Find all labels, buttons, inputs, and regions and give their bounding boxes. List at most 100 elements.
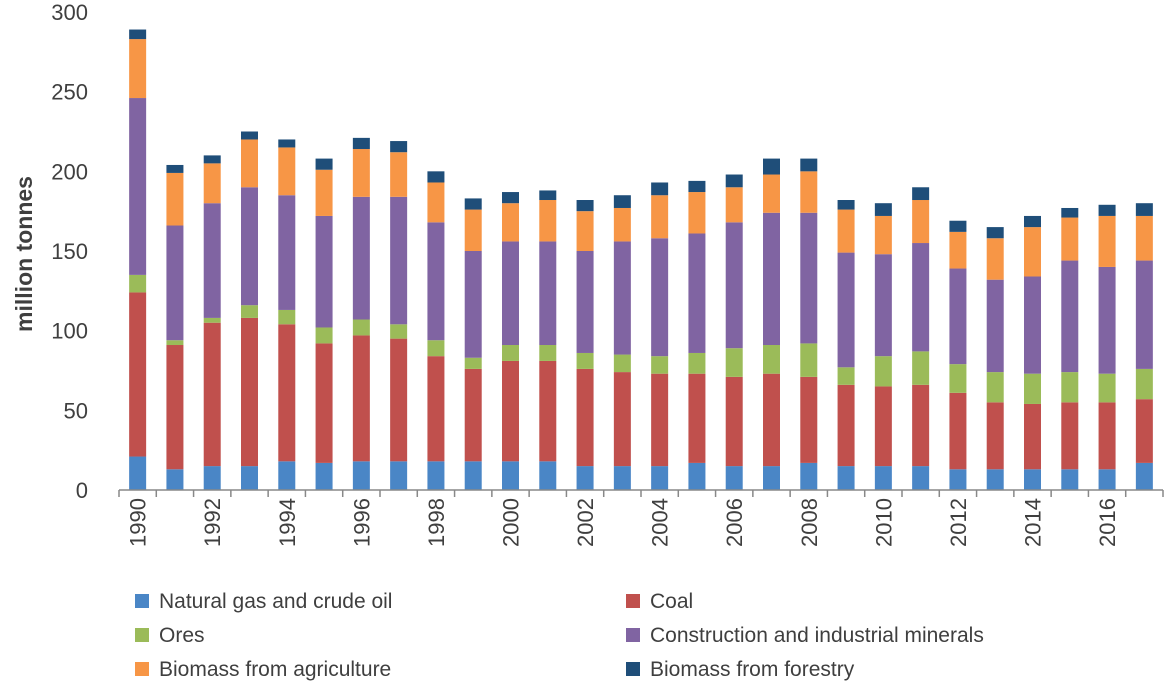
bar-segment xyxy=(315,327,333,344)
bar-segment xyxy=(763,212,780,346)
bar-segment xyxy=(315,215,333,328)
bar-segment xyxy=(837,466,855,490)
bar-segment xyxy=(912,384,930,467)
y-tick-label: 100 xyxy=(51,319,88,344)
bar-segment xyxy=(651,373,669,467)
bar-segment xyxy=(427,356,445,462)
bar-segment xyxy=(1024,373,1041,404)
bar-segment xyxy=(315,343,333,463)
legend: Natural gas and crude oil Coal Ores Constru… xyxy=(135,590,984,681)
bar-segment xyxy=(949,469,967,490)
bar-segment xyxy=(166,345,184,470)
bar-segment xyxy=(725,187,743,223)
bar-segment xyxy=(278,324,296,462)
bar-segment xyxy=(464,368,482,462)
bar-segment xyxy=(166,164,184,173)
bar-segment xyxy=(837,252,855,368)
bar-segment xyxy=(539,190,557,201)
bar-segment xyxy=(1024,227,1041,277)
bar-segment xyxy=(763,373,780,467)
bar-segment xyxy=(1061,469,1079,490)
bar-segment xyxy=(725,174,743,188)
y-tick-label: 300 xyxy=(51,0,88,25)
bar-segment xyxy=(1024,469,1041,490)
bar-segment xyxy=(1135,368,1153,400)
bar-segment xyxy=(874,466,892,490)
bar-segment xyxy=(539,241,557,346)
bar-segment xyxy=(874,254,892,357)
bar-segment xyxy=(129,274,147,293)
bar-segment xyxy=(352,149,370,197)
x-tick-label: 2006 xyxy=(722,498,747,547)
legend-label: Natural gas and crude oil xyxy=(159,590,392,613)
legend-label: Construction and industrial minerals xyxy=(650,624,984,647)
bar-segment xyxy=(1098,373,1116,403)
bar-segment xyxy=(203,155,221,164)
bar-segment xyxy=(315,462,333,490)
legend-swatch xyxy=(626,662,640,676)
bar-segment xyxy=(912,243,930,352)
bar-segment xyxy=(241,305,258,318)
bar-segment xyxy=(1135,203,1153,216)
bar-segment xyxy=(502,360,519,462)
bar-segment xyxy=(203,203,221,318)
bar-segment xyxy=(278,461,296,490)
bar-segment xyxy=(502,241,519,346)
bar-segment xyxy=(278,309,296,325)
bar-segment xyxy=(688,192,706,234)
bar-segment xyxy=(464,198,482,210)
bar-segment xyxy=(651,356,669,374)
bar-segment xyxy=(837,200,855,210)
bar-segment xyxy=(1098,469,1116,490)
bar-segment xyxy=(464,357,482,369)
legend-swatch xyxy=(135,662,149,676)
bar-segment xyxy=(800,158,818,172)
bar-segment xyxy=(502,192,519,204)
bar-segment xyxy=(1061,372,1079,403)
bar-segment xyxy=(763,158,780,175)
bar-segment xyxy=(613,207,631,242)
bar-segment xyxy=(315,158,333,170)
bars xyxy=(129,29,1153,490)
bar-segment xyxy=(763,174,780,213)
bar-segment xyxy=(352,335,370,462)
bar-segment xyxy=(651,182,669,196)
bar-segment xyxy=(874,203,892,216)
x-tick-label: 2014 xyxy=(1021,498,1046,547)
bar-segment xyxy=(800,212,818,344)
bar-segment xyxy=(1098,215,1116,267)
bar-segment xyxy=(464,251,482,358)
bar-segment xyxy=(986,279,1004,373)
bar-segment xyxy=(613,466,631,490)
x-tick-label: 2002 xyxy=(573,498,598,547)
bar-segment xyxy=(539,200,557,242)
bar-segment xyxy=(874,386,892,467)
bar-segment xyxy=(1061,402,1079,470)
bar-segment xyxy=(427,340,445,357)
bar-segment xyxy=(576,466,594,490)
bar-segment xyxy=(390,152,408,197)
bar-segment xyxy=(613,195,631,208)
bar-segment xyxy=(129,292,147,457)
x-tick-label: 1990 xyxy=(126,498,151,547)
bar-segment xyxy=(502,461,519,490)
x-tick-label: 1992 xyxy=(200,498,225,547)
bar-segment xyxy=(912,351,930,385)
bar-segment xyxy=(837,209,855,253)
bar-segment xyxy=(352,137,370,150)
bar-segment xyxy=(912,466,930,490)
bar-segment xyxy=(352,319,370,336)
bar-segment xyxy=(613,372,631,467)
bar-segment xyxy=(203,317,221,323)
bar-segment xyxy=(278,195,296,310)
bar-segment xyxy=(1098,266,1116,374)
bar-segment xyxy=(166,225,184,341)
legend-label: Coal xyxy=(650,590,693,613)
x-tick-label: 1998 xyxy=(424,498,449,547)
bar-segment xyxy=(1024,276,1041,374)
x-tick-label: 2000 xyxy=(499,498,524,547)
bar-segment xyxy=(1061,260,1079,373)
bar-segment xyxy=(800,376,818,463)
bar-segment xyxy=(278,139,296,148)
